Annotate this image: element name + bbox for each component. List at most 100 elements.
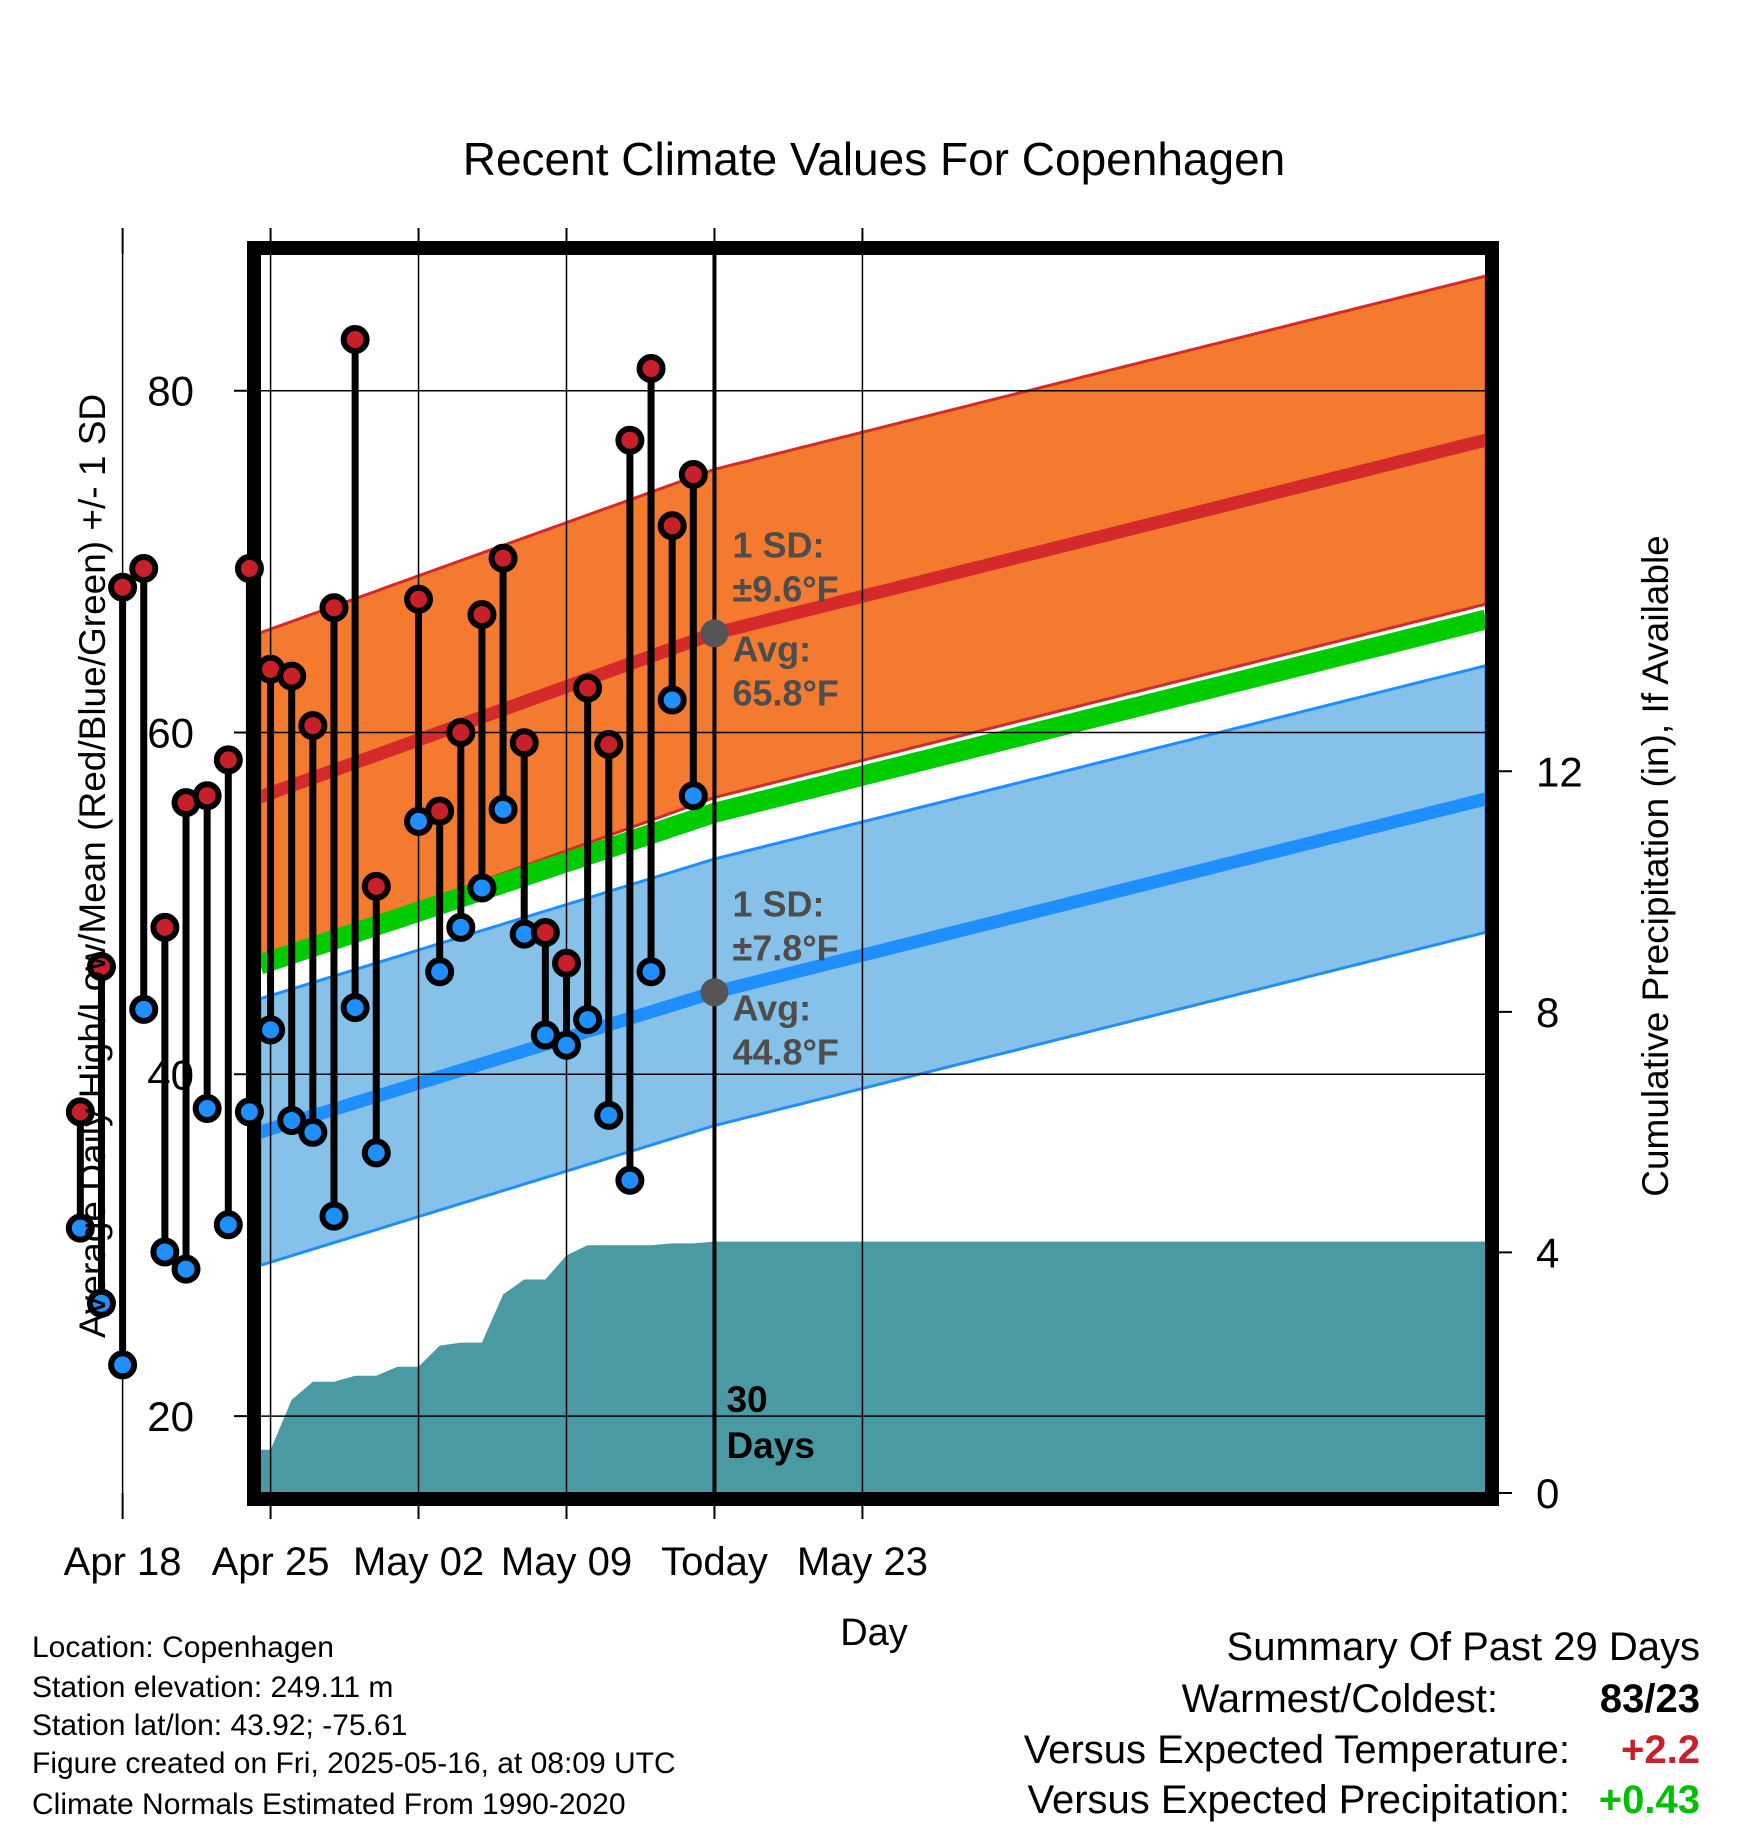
low-temp-point [467, 873, 497, 903]
low-temp-point [678, 781, 708, 811]
high-temp-point [277, 661, 307, 691]
high-temp-point [129, 553, 159, 583]
high-temp-point [594, 729, 624, 759]
low-sd-annotation-line: ±7.8°F [732, 927, 838, 968]
high-temp-point [86, 952, 116, 982]
x-tick-label: Apr 25 [212, 1540, 330, 1584]
chart-title: Recent Climate Values For Copenhagen [463, 133, 1286, 185]
today-label: 30 Days [726, 1379, 814, 1466]
high-temp-point [530, 917, 560, 947]
low-sd-annotation-line: 1 SD: [732, 883, 824, 924]
low-temp-point [234, 1097, 264, 1127]
high-avg-marker [700, 619, 729, 648]
today-label-line: Days [726, 1425, 814, 1466]
high-avg-annotation: Avg: 65.8°F [732, 628, 838, 713]
high-temp-point [213, 745, 243, 775]
footer-latlon: Station lat/lon: 43.92; -75.61 [32, 1709, 407, 1742]
high-temp-point [488, 543, 518, 573]
high-sd-annotation-line: ±9.6°F [732, 568, 838, 609]
high-temp-point [446, 718, 476, 748]
y-tick-label-right: 8 [1536, 989, 1559, 1036]
y-axis-label-left: Average Daily High/Low/Mean (Red/Blue/Gr… [72, 394, 113, 1338]
high-temp-point [615, 425, 645, 455]
y-axis-label-right: Cumulative Precipitation (in), If Availa… [1635, 535, 1676, 1197]
x-tick-label: Today [661, 1540, 768, 1584]
low-temp-point [636, 957, 666, 987]
low-sd-annotation: 1 SD: ±7.8°F [732, 883, 838, 968]
low-temp-point [594, 1100, 624, 1130]
footer-location: Location: Copenhagen [32, 1631, 334, 1664]
high-temp-point [573, 673, 603, 703]
x-tick-label: May 09 [501, 1540, 632, 1584]
summary-row-value: +2.2 [1621, 1728, 1700, 1772]
summary-row-value: +0.43 [1599, 1778, 1700, 1822]
low-temp-point [425, 957, 455, 987]
y-tick-label-left: 60 [147, 710, 194, 757]
high-temp-point [65, 1097, 95, 1127]
plot-frame [247, 241, 1499, 1506]
high-temp-point [319, 593, 349, 623]
high-avg-annotation-line: Avg: [732, 628, 811, 669]
summary-title: Summary Of Past 29 Days [1227, 1625, 1700, 1669]
low-temp-point [150, 1237, 180, 1267]
high-temp-point [636, 354, 666, 384]
footer-info: Location: Copenhagen Station elevation: … [32, 1631, 676, 1821]
low-temp-point [213, 1210, 243, 1240]
high-temp-point [678, 459, 708, 489]
low-avg-marker [700, 978, 729, 1007]
summary-box: Summary Of Past 29 Days Warmest/Coldest:… [1024, 1625, 1700, 1822]
low-temp-point [192, 1093, 222, 1123]
high-temp-point [404, 584, 434, 614]
summary-row-label: Versus Expected Precipitation: [1027, 1778, 1570, 1822]
low-temp-point [615, 1165, 645, 1195]
x-tick-label: May 02 [353, 1540, 484, 1584]
low-temp-point [171, 1254, 201, 1284]
summary-row-value: 83/23 [1600, 1677, 1700, 1721]
y-tick-label-left: 20 [147, 1393, 194, 1440]
low-temp-point [361, 1138, 391, 1168]
low-temp-point [108, 1350, 138, 1380]
data-marks [65, 324, 708, 1380]
low-temp-point [256, 1015, 286, 1045]
low-temp-point [298, 1117, 328, 1147]
low-avg-annotation-line: 44.8°F [732, 1031, 838, 1072]
y-tick-label-right: 4 [1536, 1229, 1559, 1276]
high-temp-point [552, 948, 581, 978]
low-avg-annotation: Avg: 44.8°F [732, 987, 838, 1072]
low-temp-point [552, 1030, 581, 1060]
low-temp-point [657, 685, 687, 715]
high-temp-point [467, 600, 497, 630]
high-avg-annotation-line: 65.8°F [732, 672, 838, 713]
low-normal-line [260, 792, 1486, 1139]
high-temp-point [192, 781, 222, 811]
footer-created: Figure created on Fri, 2025-05-16, at 08… [32, 1747, 676, 1780]
low-temp-point [488, 794, 518, 824]
high-sd-annotation-line: 1 SD: [732, 524, 824, 565]
high-temp-point [425, 796, 455, 826]
summary-row-label: Versus Expected Temperature: [1024, 1728, 1570, 1772]
low-temp-point [319, 1201, 349, 1231]
x-tick-label: May 23 [797, 1540, 928, 1584]
high-temp-point [340, 324, 370, 354]
high-temp-point [361, 871, 391, 901]
footer-normals: Climate Normals Estimated From 1990-2020 [32, 1788, 626, 1821]
low-temp-point [65, 1213, 95, 1243]
y-tick-label-right: 12 [1536, 748, 1583, 795]
low-temp-point [573, 1005, 603, 1035]
y-tick-label-right: 0 [1536, 1470, 1559, 1517]
high-sd-annotation: 1 SD: ±9.6°F [732, 524, 838, 609]
high-temp-point [234, 553, 264, 583]
footer-elevation: Station elevation: 249.11 m [32, 1671, 393, 1704]
low-avg-annotation-line: Avg: [732, 987, 811, 1028]
plot-area [260, 254, 1486, 1493]
x-axis-label: Day [840, 1612, 908, 1654]
summary-row-label: Warmest/Coldest: [1182, 1677, 1498, 1721]
low-temp-point [446, 912, 476, 942]
high-temp-point [298, 711, 328, 741]
y-tick-label-left: 80 [147, 368, 194, 415]
x-tick-label: Apr 18 [64, 1540, 182, 1584]
low-temp-point [86, 1288, 116, 1318]
